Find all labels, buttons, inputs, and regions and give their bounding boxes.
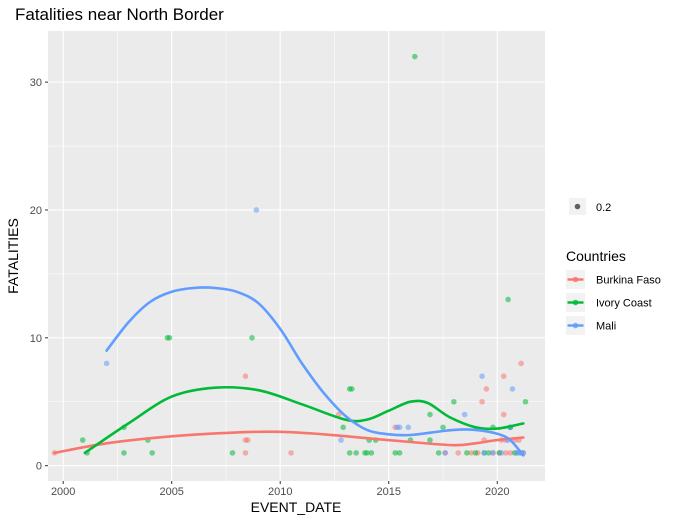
data-point-burkina-faso [503,450,509,456]
data-point-mali [479,373,485,379]
x-tick-label: 2000 [51,486,75,498]
data-point-ivory-coast [340,424,346,431]
data-point-ivory-coast [346,450,353,456]
legend-title: Countries [566,248,626,264]
data-point-mali [461,411,468,418]
x-tick-label: 2020 [485,486,509,498]
data-point-ivory-coast [149,450,155,456]
legend-label-mali: Mali [596,321,616,333]
plot-panel [48,31,545,481]
smooth-lines [53,286,525,457]
legend-key-dot-ivory-coast [572,299,579,306]
y-axis-title: FATALITIES [5,218,21,294]
data-point-burkina-faso [468,450,475,456]
data-point-ivory-coast [166,335,173,341]
data-point-mali [103,360,110,367]
x-axis-title: EVENT_DATE [251,499,342,515]
smooth-line-ivory-coast [83,385,525,455]
data-point-ivory-coast [392,450,399,456]
y-tick-label: 10 [30,333,42,345]
data-point-ivory-coast [121,450,127,456]
legend-label-ivory-coast: Ivory Coast [596,298,652,310]
data-point-mali [509,386,516,392]
x-axis: 2000 2005 2010 2015 2020 [51,481,509,498]
data-point-ivory-coast [472,450,479,456]
data-point-mali [253,207,260,213]
data-point-burkina-faso [244,437,251,443]
data-point-burkina-faso [242,373,249,379]
data-point-ivory-coast [440,424,446,431]
data-point-ivory-coast [249,335,255,341]
smooth-line-mali [105,286,525,457]
data-point-burkina-faso [242,450,249,456]
y-tick-label: 30 [30,77,42,89]
legend-key-dot-mali [572,322,579,329]
data-point-ivory-coast [368,450,375,456]
data-point-ivory-coast [364,450,370,456]
color-legend: Countries Burkina Faso Ivory Coast Mali [566,248,661,335]
size-legend-dot [574,203,581,210]
data-point-ivory-coast [349,386,355,392]
data-point-ivory-coast [353,450,359,456]
data-point-burkina-faso [455,450,461,456]
data-point-ivory-coast [411,53,418,60]
data-point-ivory-coast [427,437,433,443]
smooth-line-burkina-faso [53,430,525,455]
x-tick-label: 2015 [376,486,400,498]
size-legend-label: 0.2 [596,202,611,214]
data-point-burkina-faso [483,386,490,392]
y-axis: 0 10 20 30 [30,77,48,473]
data-point-ivory-coast [522,398,529,405]
legend-label-burkina-faso: Burkina Faso [596,275,661,287]
data-point-mali [405,424,412,431]
x-tick-label: 2010 [268,486,292,498]
data-point-mali [481,450,488,456]
data-point-burkina-faso [288,450,294,456]
data-point-ivory-coast [435,450,442,456]
data-point-ivory-coast [505,296,511,303]
data-point-mali [442,450,448,456]
data-point-mali [498,450,505,456]
data-point-ivory-coast [485,450,492,456]
y-tick-label: 0 [36,461,42,473]
size-legend: 0.2 [569,198,611,215]
data-point-burkina-faso [479,398,485,405]
x-tick-label: 2005 [159,486,183,498]
data-point-ivory-coast [79,437,86,443]
y-tick-label: 20 [30,205,42,217]
data-point-burkina-faso [507,450,514,456]
data-point-burkina-faso [500,373,507,379]
data-point-ivory-coast [464,450,470,456]
data-point-mali [490,450,496,456]
major-gridlines [48,31,545,481]
data-points [51,53,529,456]
data-point-burkina-faso [518,360,524,367]
minor-gridlines [48,31,545,481]
data-point-ivory-coast [396,450,403,456]
data-point-ivory-coast [229,450,236,456]
data-point-burkina-faso [500,411,507,418]
data-point-ivory-coast [451,398,457,405]
legend-key-dot-burkina-faso [572,276,579,283]
chart-title: Fatalities near North Border [15,5,224,24]
data-point-mali [338,437,344,443]
data-point-mali [396,424,403,431]
data-point-ivory-coast [427,411,433,418]
